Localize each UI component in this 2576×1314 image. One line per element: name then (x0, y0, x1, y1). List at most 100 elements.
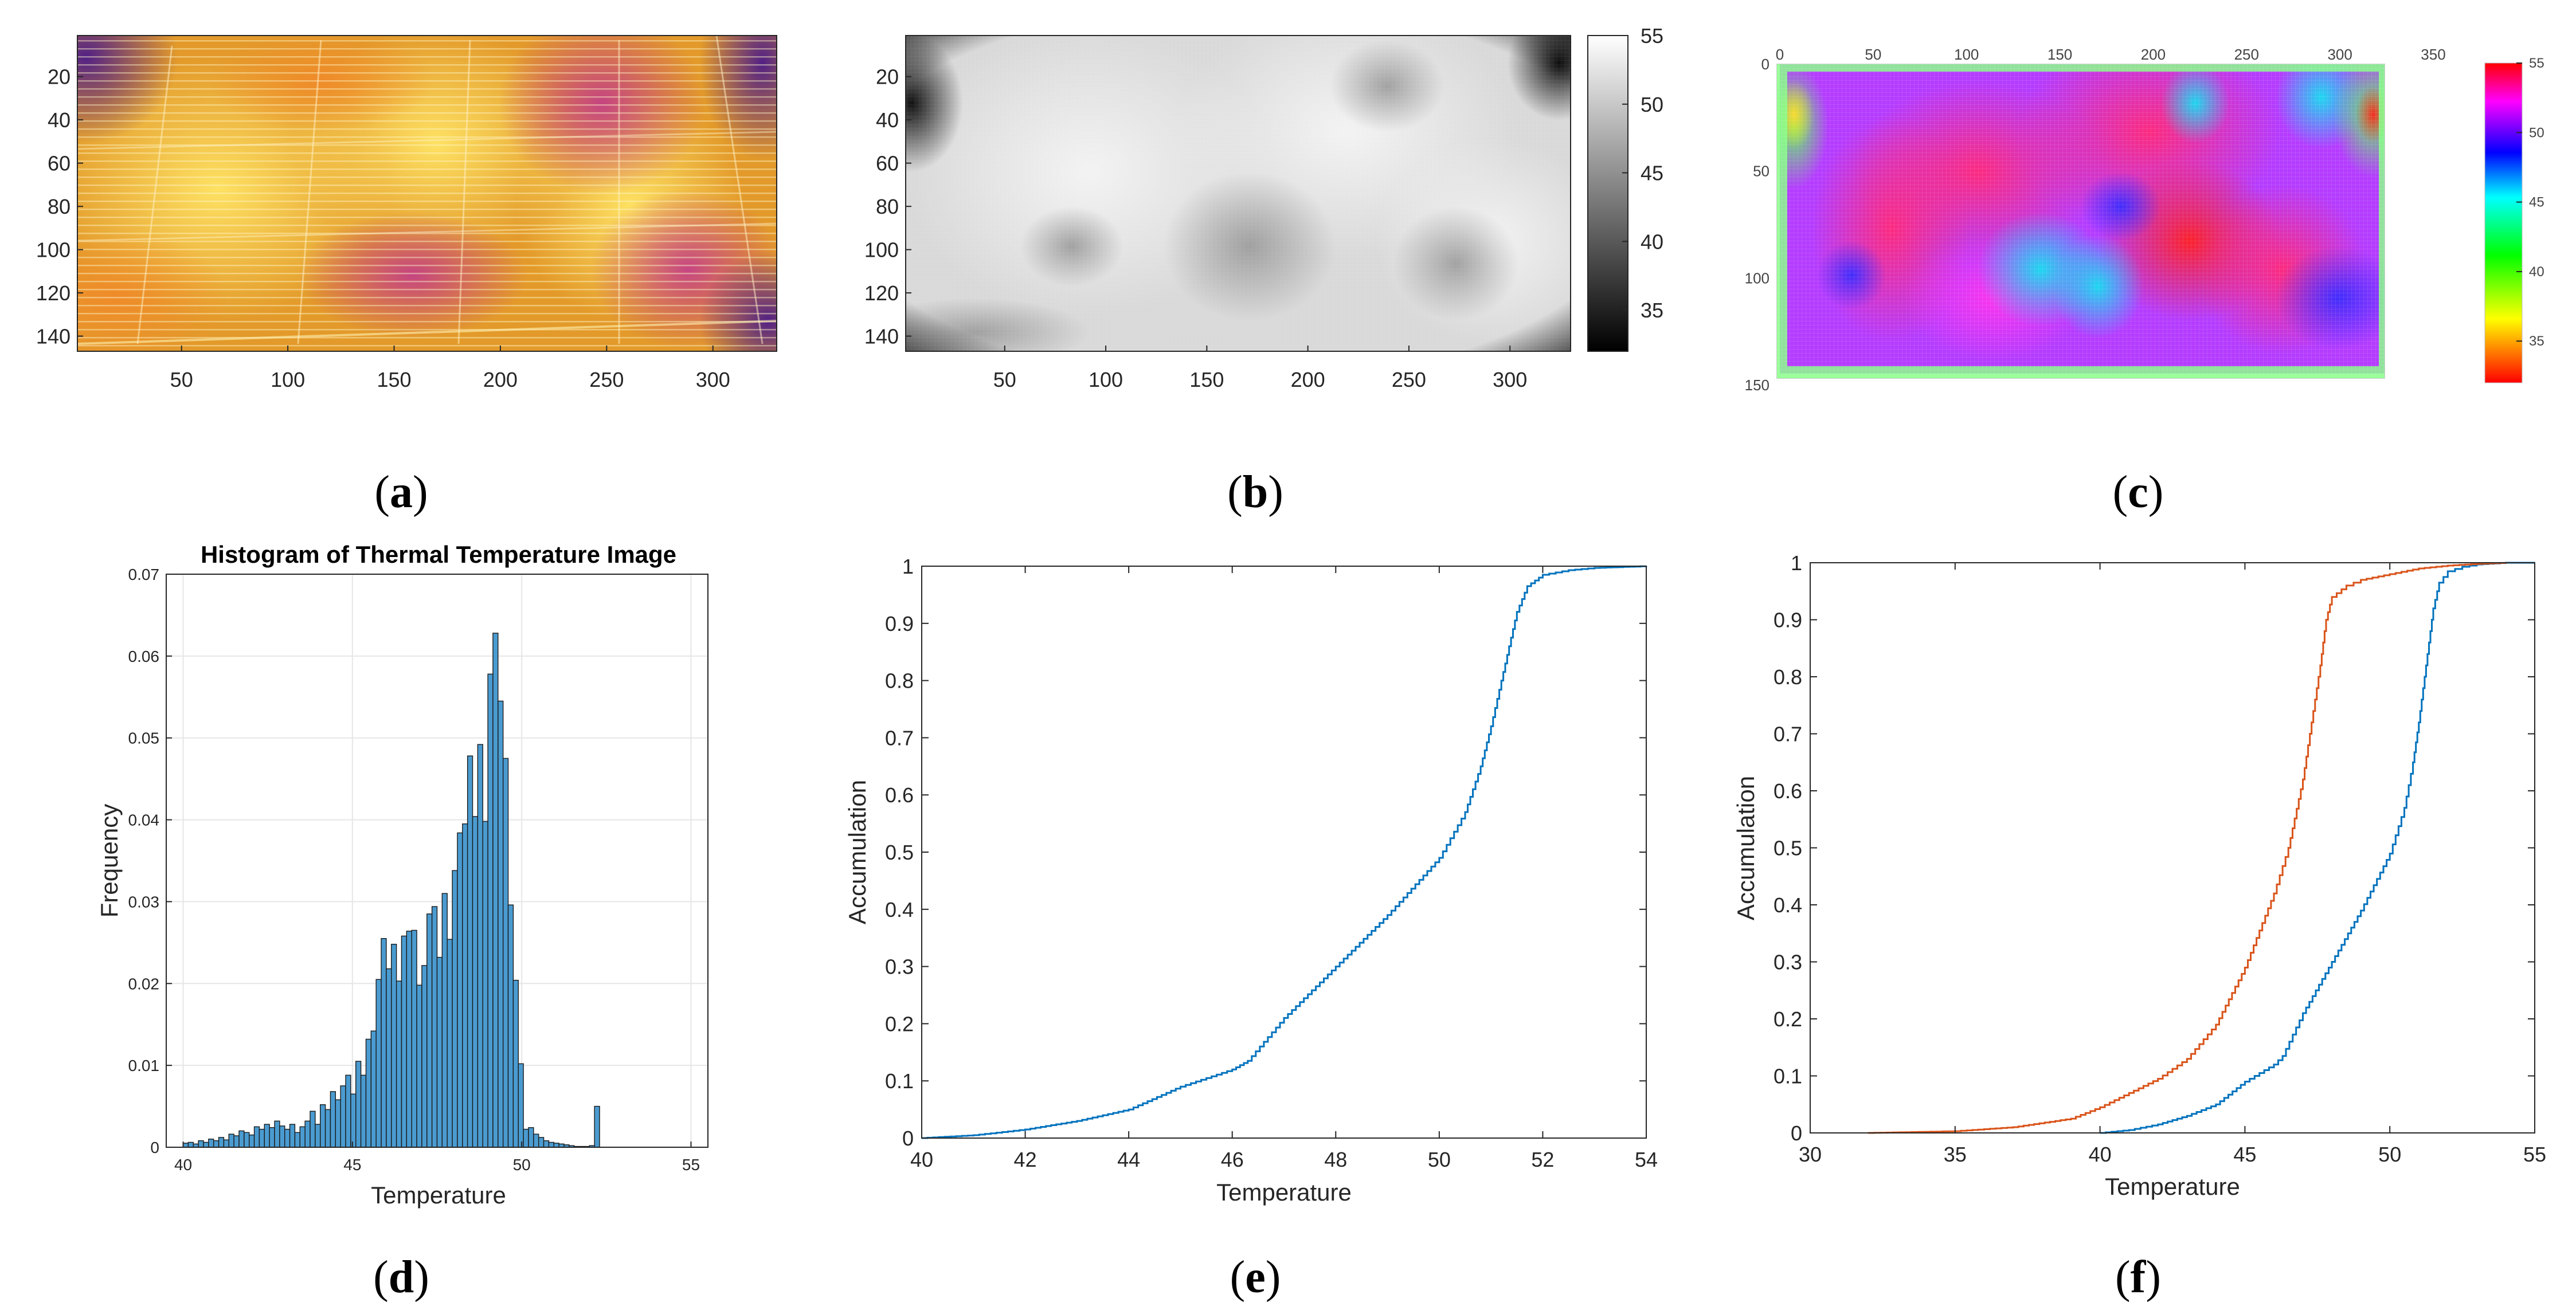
panel-b-letter: b (1243, 467, 1269, 517)
histogram-bar (498, 700, 504, 1148)
cdf-series-cdf (922, 565, 1647, 1139)
histogram-bar (304, 1120, 311, 1148)
panel-a-xtick-label: 200 (483, 368, 518, 391)
panel-a-xtick-label: 50 (170, 368, 193, 391)
histogram-bar (523, 1128, 529, 1148)
panel-e-xticks: 40 42 44 46 48 50 52 54 (910, 566, 1658, 1171)
panel-f-lines (1868, 562, 2535, 1134)
panel-e-xtick-label: 42 (1014, 1148, 1037, 1171)
panel-a-xticks: 50 100 150 200 250 300 (170, 346, 730, 391)
panel-f-xtick-label: 35 (1944, 1143, 1967, 1166)
histogram-bar (360, 1074, 367, 1148)
histogram-bar (538, 1137, 545, 1148)
panel-e-ytick-label: 0.5 (885, 841, 914, 864)
panel-f-xtick-label: 45 (2233, 1143, 2256, 1166)
panel-b-yticks: 20 40 60 80 100 120 140 (864, 65, 911, 348)
panel-d-ytick-label: 0.06 (128, 648, 160, 665)
histogram-bar (487, 673, 494, 1148)
histogram-bar (462, 823, 468, 1148)
histogram-bar (355, 1061, 362, 1148)
panel-f: 0 0.1 0.2 0.3 0.4 0.5 0.6 0.7 0.8 0.9 1 30 35 40 45 50… (1732, 551, 2546, 1303)
panel-f-label: (f) (2115, 1252, 2161, 1303)
panel-b-colorbar-tick-label: 50 (1641, 93, 1663, 116)
panel-d-label: (d) (373, 1252, 429, 1303)
panel-d-yticks: 0 0.01 0.02 0.03 0.04 0.05 0.06 0.07 (128, 566, 172, 1156)
panel-d-ytick-label: 0.05 (128, 729, 160, 747)
panel-f-ytick-label: 0.6 (1774, 779, 1802, 803)
panel-f-xtick-label: 40 (2089, 1143, 2112, 1166)
panel-f-letter: f (2131, 1252, 2147, 1303)
histogram-bar (345, 1074, 351, 1148)
histogram-bar (253, 1126, 260, 1148)
panel-e-ytick-label: 0.1 (885, 1069, 914, 1093)
histogram-bar (543, 1140, 550, 1148)
histogram-bar (320, 1104, 326, 1148)
histogram-bar (228, 1133, 234, 1148)
histogram-bar (208, 1139, 214, 1148)
histogram-bar (502, 758, 509, 1148)
panel-e-ytick-label: 0.6 (885, 783, 914, 807)
panel-b-colorbar-tick-label: 55 (1641, 24, 1663, 48)
panel-b-ytick-label: 20 (876, 65, 899, 89)
panel-c-xtick-label: 150 (2048, 46, 2072, 63)
histogram-bar (324, 1109, 331, 1148)
panel-b-ytick-label: 80 (876, 195, 899, 218)
histogram-bar (386, 968, 392, 1148)
histogram-bar (370, 1030, 377, 1148)
panel-d-bars (182, 633, 600, 1148)
panel-d-ytick-label: 0.02 (128, 975, 160, 993)
panel-c-letter: c (2128, 467, 2148, 517)
panel-b-xtick-label: 300 (1493, 368, 1527, 391)
panel-e-xtick-label: 52 (1531, 1148, 1554, 1171)
histogram-bar (447, 939, 453, 1148)
panel-f-plot-area (1810, 563, 2535, 1133)
histogram-bar (375, 979, 382, 1148)
panel-c-ytick-label: 50 (1753, 163, 1769, 180)
panel-b: 35 40 45 50 55 20 40 60 80 100 120 140 50 100 150 200… (864, 24, 1663, 517)
panel-d-ytick-label: 0 (150, 1139, 159, 1156)
histogram-bar (279, 1125, 285, 1148)
histogram-bar (233, 1135, 240, 1148)
panel-e-xtick-label: 40 (910, 1148, 933, 1171)
panel-f-yticks: 0 0.1 0.2 0.3 0.4 0.5 0.6 0.7 0.8 0.9 1 (1774, 551, 2535, 1145)
histogram-bar (335, 1099, 341, 1148)
panel-e-ylabel: Accumulation (844, 780, 871, 924)
panel-b-heatmap (906, 36, 1571, 351)
panel-d-frame (166, 574, 708, 1148)
histogram-bar (512, 979, 519, 1148)
histogram-bar (203, 1142, 209, 1148)
panel-c-colorbar (2484, 62, 2523, 383)
histogram-bar (416, 984, 422, 1148)
panel-d-xtick-label: 45 (343, 1156, 361, 1174)
panel-c-colorbar-tick-label: 35 (2529, 334, 2544, 349)
histogram-bar (472, 816, 479, 1148)
histogram-bar (187, 1142, 194, 1148)
panel-b-colorbar (1587, 35, 1628, 352)
panel-b-xticks: 50 100 150 200 250 300 (993, 346, 1527, 391)
panel-d-ylabel: Frequency (96, 804, 123, 917)
histogram-bar (482, 821, 488, 1148)
panel-c-colorbar-ticks: 35 40 45 50 55 (2516, 56, 2544, 349)
histogram-bar (441, 893, 448, 1148)
histogram-bar (528, 1127, 534, 1148)
histogram-bar (365, 1038, 372, 1148)
panel-a-ytick-label: 40 (48, 108, 71, 132)
histogram-bar (457, 832, 463, 1148)
histogram-bar (340, 1085, 346, 1148)
histogram-bar (548, 1142, 554, 1148)
panel-d-xtick-label: 55 (682, 1156, 700, 1174)
panel-e-plot-area (922, 566, 1646, 1138)
panel-e-ytick-label: 0.8 (885, 669, 914, 693)
panel-c-ytick-label: 150 (1745, 376, 1769, 394)
histogram-bar (452, 870, 458, 1148)
panel-d-letter: d (389, 1252, 414, 1303)
panel-f-ytick-label: 0.9 (1774, 609, 1802, 632)
panel-d: Histogram of Thermal Temperature Image 0… (96, 541, 708, 1303)
panel-e-xtick-label: 44 (1117, 1148, 1140, 1171)
histogram-bar (264, 1124, 270, 1148)
panel-e-letter: e (1245, 1252, 1266, 1303)
histogram-bar (507, 904, 514, 1148)
histogram-bar (284, 1128, 291, 1148)
panel-c: 35 40 45 50 55 0 50 100 150 0 50 100 150 200 250 300 3… (1745, 46, 2544, 517)
